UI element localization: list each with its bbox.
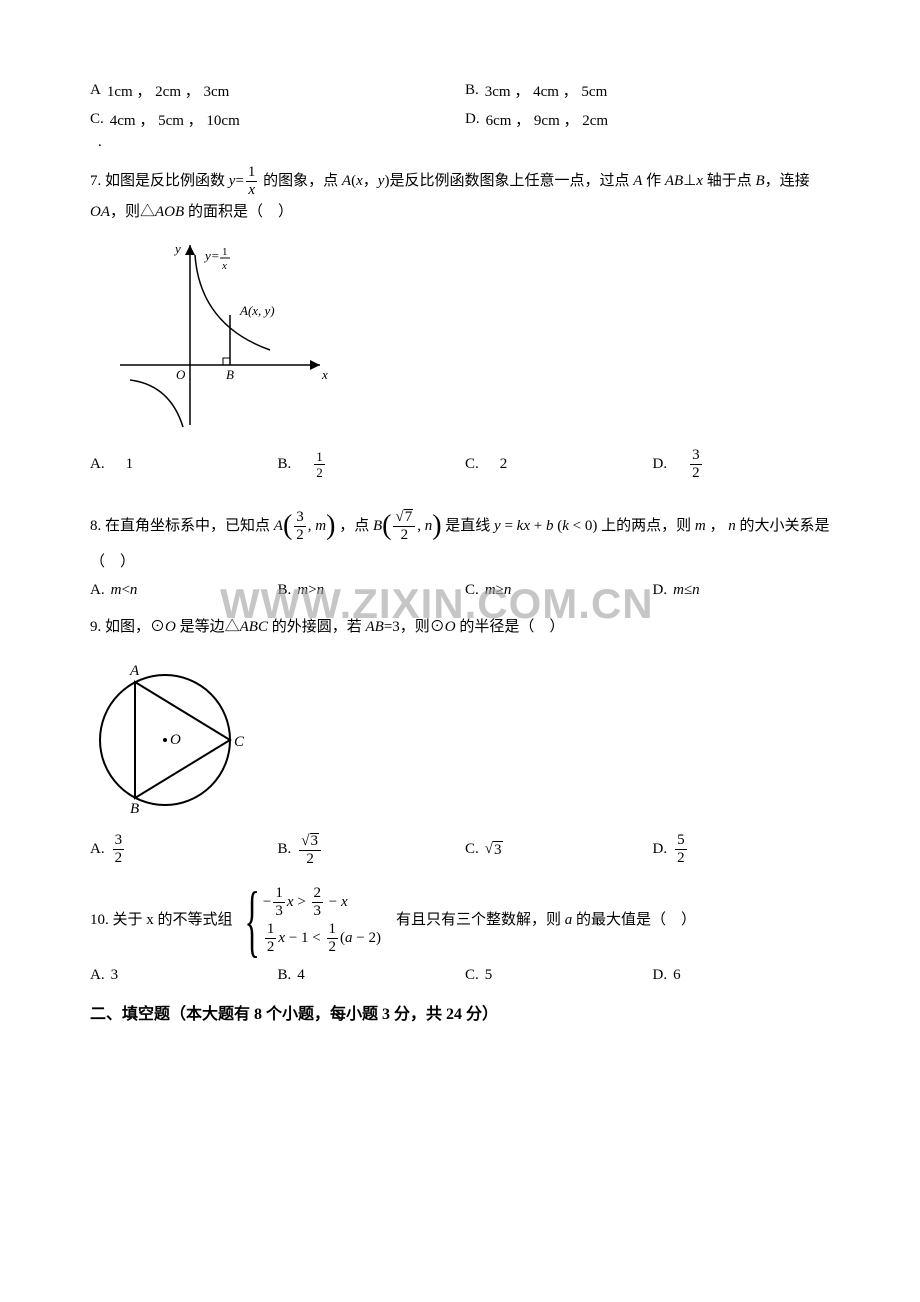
den: 2	[294, 527, 306, 543]
q10-options: A. 3 B. 4 C. 5 D. 6	[90, 967, 840, 984]
num: 3	[310, 833, 320, 849]
opt-text: 6cm ， 9cm ， 2cm	[486, 109, 608, 130]
q7: 7. 如图是反比例函数 y=1x 的图象，点 A(x，y)是反比例函数图象上任意…	[90, 165, 840, 481]
ineq-line2: 12x − 1 < 12(a − 2)	[263, 922, 381, 955]
num: 1	[314, 450, 325, 465]
q10-opt-B: B. 4	[278, 967, 466, 984]
opt-label: C.	[90, 111, 104, 128]
q7-opt-D: D. 32	[653, 448, 841, 481]
opt-label: D.	[465, 111, 480, 128]
q8-options: A. m < n B. m > n C. m ≥ n D. m ≤ n	[90, 582, 840, 599]
q9-options: A. 32 B. √32 C. √3 D. 52	[90, 833, 840, 867]
svg-text:x: x	[221, 260, 227, 272]
svg-text:O: O	[170, 732, 181, 748]
svg-text:y=: y=	[203, 248, 220, 263]
q9-opt-D: D. 52	[653, 833, 841, 867]
q7-opt-A: A. 1	[90, 448, 278, 481]
section2-heading: 二、填空题（本大题有 8 个小题，每小题 3 分，共 24 分）	[90, 1000, 840, 1024]
dot: .	[98, 134, 840, 151]
var-m: m	[315, 518, 326, 534]
den: 2	[314, 465, 325, 479]
svg-text:C: C	[234, 734, 245, 750]
opt-text: 6	[673, 967, 681, 984]
q10-suffix: 有且只有三个整数解，则 a 的最大值是（ ）	[381, 906, 696, 935]
q8-opt-B: B. m > n	[278, 582, 466, 599]
q9-opt-B: B. √32	[278, 833, 466, 867]
num: 3	[113, 833, 125, 850]
opt-text: 3cm ， 4cm ， 5cm	[485, 80, 607, 101]
opt-text: 4	[297, 967, 305, 984]
fn-y: y	[229, 173, 236, 189]
q7-prefix: 7. 如图是反比例函数	[90, 173, 229, 189]
q8-opt-D: D. m ≤ n	[653, 582, 841, 599]
q8-mid: ，点	[339, 518, 373, 534]
svg-text:y: y	[173, 241, 181, 256]
q8-prefix: 8. 在直角坐标系中，已知点	[90, 518, 274, 534]
svg-text:x: x	[321, 367, 328, 382]
val: 3	[493, 841, 503, 859]
q7-options: A. 1 B. 12 C. 2 D. 32	[90, 448, 840, 481]
svg-text:O: O	[176, 367, 186, 382]
q8-opt-A: A. m < n	[90, 582, 278, 599]
q10-opt-C: C. 5	[465, 967, 653, 984]
q7-opt-B: B. 12	[278, 448, 466, 481]
opt-text: 1	[126, 456, 134, 473]
q10-opt-D: D. 6	[653, 967, 841, 984]
svg-text:A(x, y): A(x, y)	[239, 303, 275, 318]
svg-text:B: B	[130, 801, 139, 817]
q6-opt-A: A 1cm ， 2cm ， 3cm	[90, 80, 465, 101]
opt-text: 2	[500, 456, 508, 473]
opt-label: A	[90, 82, 101, 99]
num: 5	[675, 833, 687, 850]
q7-figure: y y= 1 x A(x, y) O B x	[110, 235, 840, 440]
den: 2	[690, 465, 702, 481]
opt-text: 5	[485, 967, 493, 984]
num: 3	[294, 510, 306, 527]
q6-opt-D: D. 6cm ， 9cm ， 2cm	[465, 109, 840, 130]
q8-mid2: 是直线	[445, 518, 494, 534]
q7-opt-C: C. 2	[465, 448, 653, 481]
num: 3	[690, 448, 702, 465]
q9: 9. 如图，⊙O 是等边△ABC 的外接圆，若 AB=3，则⊙O 的半径是（ ）…	[90, 613, 840, 867]
svg-text:B: B	[226, 367, 234, 382]
q10-stem: 10. 关于 x 的不等式组 { −13x > 23 − x 12x − 1 <…	[90, 881, 840, 961]
q10: 10. 关于 x 的不等式组 { −13x > 23 − x 12x − 1 <…	[90, 881, 840, 984]
opt-text: 1cm ， 2cm ， 3cm	[107, 80, 229, 101]
svg-text:1: 1	[222, 246, 228, 258]
den: 2	[113, 850, 125, 866]
q9-figure: A B C O	[90, 650, 840, 825]
q6-opt-C: C. 4cm ， 5cm ， 10cm	[90, 109, 465, 130]
opt-label: B.	[465, 82, 479, 99]
q10-opt-A: A. 3	[90, 967, 278, 984]
q9-stem: 9. 如图，⊙O 是等边△ABC 的外接圆，若 AB=3，则⊙O 的半径是（ ）	[90, 613, 840, 642]
q6-opt-B: B. 3cm ， 4cm ， 5cm	[465, 80, 840, 101]
ineq-line1: −13x > 23 − x	[263, 886, 381, 919]
q10-prefix: 10. 关于 x 的不等式组	[90, 906, 233, 935]
q9-opt-A: A. 32	[90, 833, 278, 867]
left-brace-icon: {	[244, 881, 259, 961]
inequality-system: { −13x > 23 − x 12x − 1 < 12(a − 2)	[233, 881, 381, 961]
num: 7	[404, 509, 414, 525]
den: 2	[299, 851, 321, 867]
q8-opt-C: C. m ≥ n	[465, 582, 653, 599]
q7-stem: 7. 如图是反比例函数 y=1x 的图象，点 A(x，y)是反比例函数图象上任意…	[90, 165, 840, 227]
q8: 8. 在直角坐标系中，已知点 A(32, m) ，点 B(√72, n) 是直线…	[90, 495, 840, 600]
opt-text: 4cm ， 5cm ， 10cm	[110, 109, 240, 130]
den: 2	[393, 527, 415, 543]
opt-text: 3	[111, 967, 119, 984]
den: 2	[675, 850, 687, 866]
q6-options: A 1cm ， 2cm ， 3cm B. 3cm ， 4cm ， 5cm C. …	[90, 80, 840, 151]
q9-opt-C: C. √3	[465, 833, 653, 867]
q8-stem: 8. 在直角坐标系中，已知点 A(32, m) ，点 B(√72, n) 是直线…	[90, 495, 840, 577]
svg-text:A: A	[129, 663, 140, 679]
